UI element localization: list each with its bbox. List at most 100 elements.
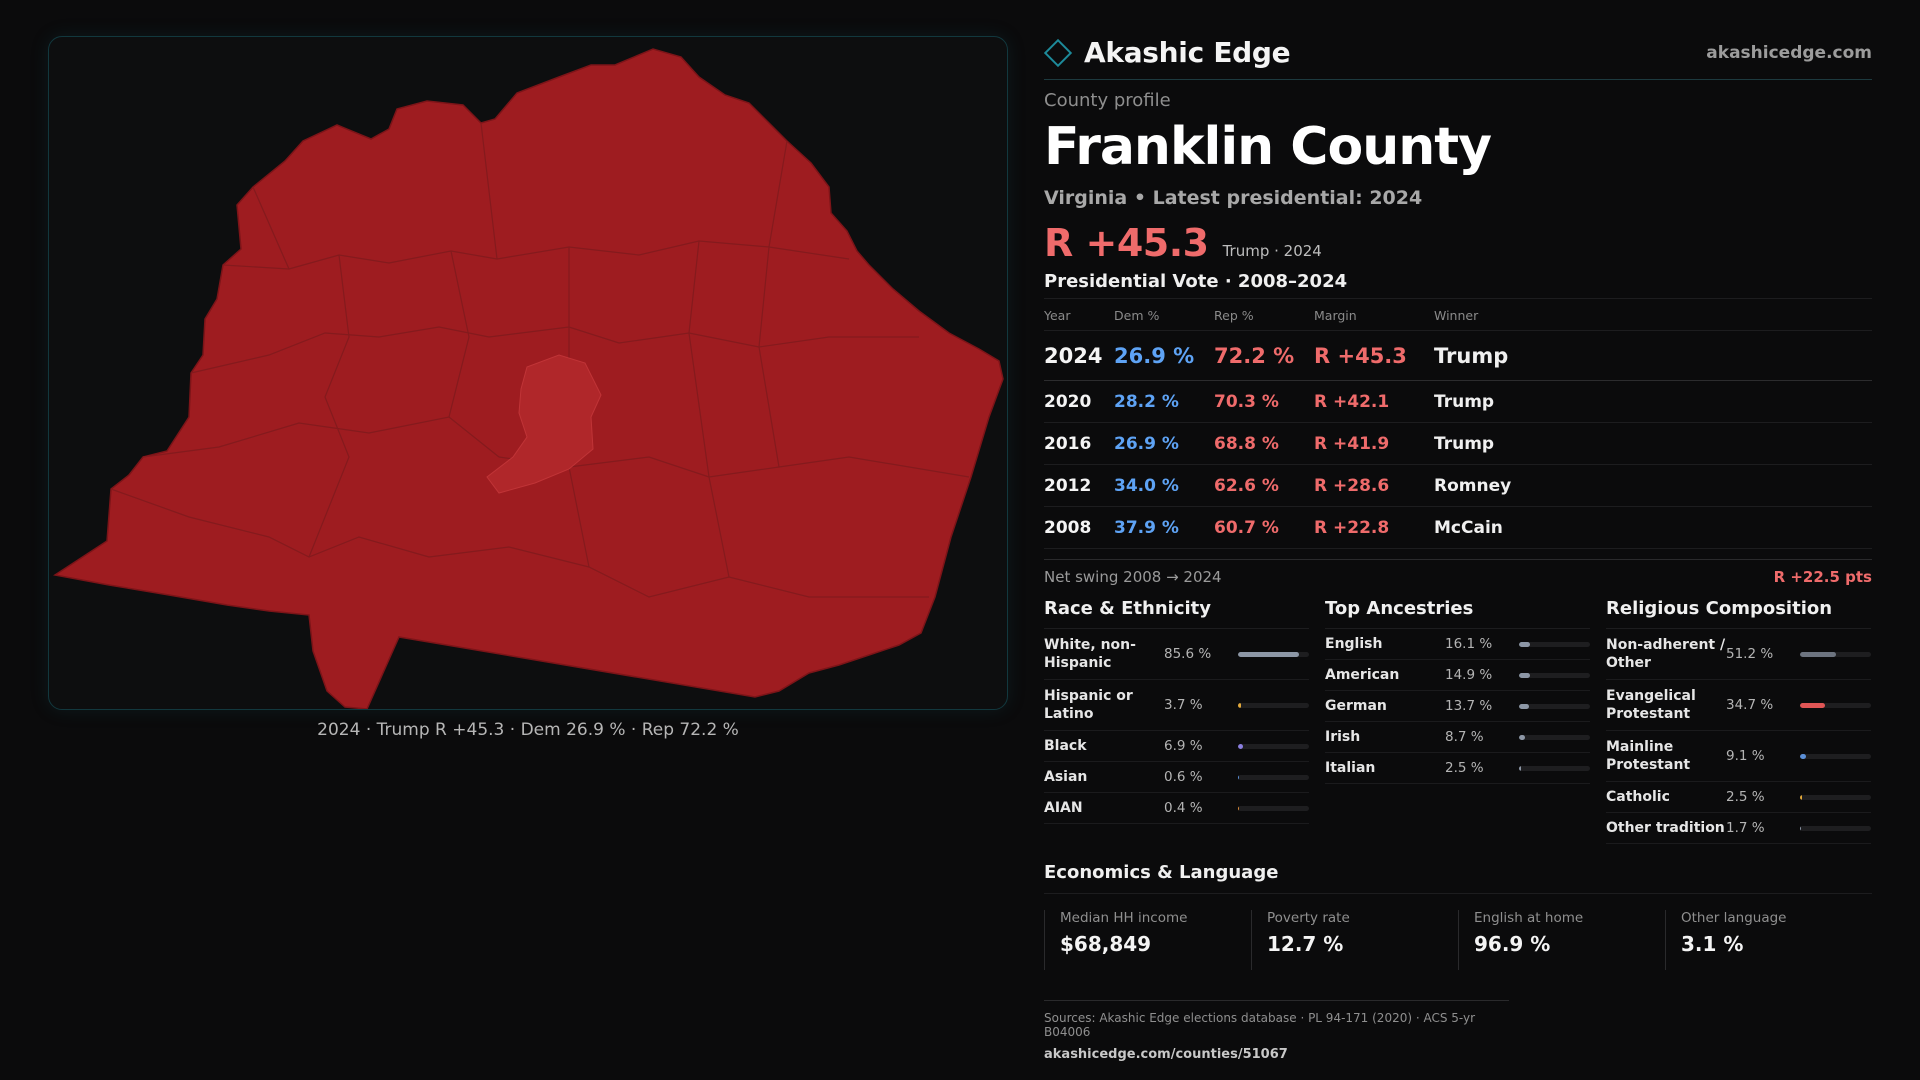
item-label: Black: [1044, 738, 1087, 754]
item-value: 6.9 %: [1164, 738, 1203, 754]
cell-rep: 60.7 %: [1214, 506, 1314, 549]
item-bar: [1800, 825, 1871, 831]
cell-year: 2024: [1044, 330, 1114, 381]
swing-value: R +22.5 pts: [1773, 568, 1872, 586]
list-item: Mainline Protestant 9.1 %: [1606, 731, 1871, 782]
county-map-panel[interactable]: [48, 36, 1008, 710]
cell-winner: Trump: [1434, 422, 1872, 465]
item-value: 0.6 %: [1164, 769, 1203, 785]
cell-year: 2020: [1044, 380, 1114, 423]
economics-grid: Median HH income $68,849 Poverty rate 12…: [1044, 910, 1872, 970]
stat-label: Other language: [1681, 910, 1787, 926]
item-label: Hispanic or Latino: [1044, 688, 1133, 722]
list-item: AIAN 0.4 %: [1044, 793, 1309, 824]
list-item: Black 6.9 %: [1044, 731, 1309, 762]
stat-value: $68,849: [1060, 932, 1152, 956]
stat-card: English at home 96.9 %: [1458, 910, 1665, 970]
table-row: 2012 34.0 % 62.6 % R +28.6 Romney: [1044, 464, 1872, 507]
religion-title: Religious Composition: [1606, 598, 1871, 629]
net-swing: Net swing 2008 → 2024 R +22.5 pts: [1044, 559, 1872, 586]
item-bar: [1800, 794, 1871, 800]
item-value: 85.6 %: [1164, 646, 1212, 662]
cell-dem: 34.0 %: [1114, 464, 1214, 507]
vote-table: Year Dem % Rep % Margin Winner 2024 26.9…: [1044, 298, 1872, 549]
brand[interactable]: Akashic Edge: [1043, 36, 1291, 69]
item-value: 3.7 %: [1164, 697, 1203, 713]
item-bar-fill: [1800, 651, 1837, 657]
item-bar: [1238, 743, 1309, 749]
item-bar: [1519, 703, 1590, 709]
profile-panel: Akashic Edge akashicedge.com County prof…: [1043, 34, 1872, 1062]
item-label: German: [1325, 698, 1387, 714]
item-bar-fill: [1800, 702, 1825, 708]
list-item: Other tradition 1.7 %: [1606, 813, 1871, 844]
item-bar: [1238, 702, 1309, 708]
vote-section-title: Presidential Vote · 2008–2024: [1044, 271, 1348, 292]
cell-margin: R +45.3: [1314, 330, 1434, 381]
item-bar-fill: [1800, 825, 1802, 831]
cell-winner: Trump: [1434, 380, 1872, 423]
ancestry-panel: Top Ancestries English 16.1 % American 1…: [1325, 598, 1590, 844]
cell-margin: R +28.6: [1314, 464, 1434, 507]
economics-title: Economics & Language: [1044, 862, 1872, 894]
cell-dem: 37.9 %: [1114, 506, 1214, 549]
demographics-grid: Race & Ethnicity White, non-Hispanic 85.…: [1044, 598, 1872, 844]
sources-footer: Sources: Akashic Edge elections database…: [1044, 1000, 1509, 1062]
margin-value: R +45.3: [1044, 221, 1209, 265]
stat-value: 12.7 %: [1267, 932, 1344, 956]
item-value: 2.5 %: [1445, 760, 1484, 776]
town-highlight[interactable]: [486, 354, 602, 494]
item-bar-fill: [1238, 702, 1241, 708]
list-item: English 16.1 %: [1325, 629, 1590, 660]
ancestry-title: Top Ancestries: [1325, 598, 1590, 629]
item-value: 13.7 %: [1445, 698, 1493, 714]
table-row: 2020 28.2 % 70.3 % R +42.1 Trump: [1044, 380, 1872, 423]
stat-card: Median HH income $68,849: [1044, 910, 1251, 970]
item-bar-fill: [1519, 734, 1526, 740]
col-year: Year: [1044, 298, 1114, 331]
item-label: Mainline Protestant: [1606, 739, 1691, 773]
item-label: Evangelical Protestant: [1606, 688, 1696, 722]
col-dem: Dem %: [1114, 298, 1214, 331]
item-value: 2.5 %: [1726, 789, 1765, 805]
table-row: 2016 26.9 % 68.8 % R +41.9 Trump: [1044, 422, 1872, 465]
cell-rep: 72.2 %: [1214, 330, 1314, 381]
table-row: 2008 37.9 % 60.7 % R +22.8 McCain: [1044, 506, 1872, 549]
sources-line: Sources: Akashic Edge elections database…: [1044, 1011, 1476, 1039]
item-bar-fill: [1800, 753, 1807, 759]
cell-dem: 26.9 %: [1114, 422, 1214, 465]
list-item: Irish 8.7 %: [1325, 722, 1590, 753]
item-value: 0.4 %: [1164, 800, 1203, 816]
stat-label: Median HH income: [1060, 910, 1188, 926]
cell-year: 2016: [1044, 422, 1114, 465]
source-url-link[interactable]: akashicedge.com/counties/51067: [1044, 1047, 1288, 1062]
brand-header: Akashic Edge akashicedge.com: [1043, 34, 1872, 80]
eyebrow: County profile: [1044, 90, 1171, 111]
item-label: Italian: [1325, 760, 1376, 776]
list-item: Hispanic or Latino 3.7 %: [1044, 680, 1309, 731]
item-bar-fill: [1238, 805, 1239, 811]
item-bar-fill: [1800, 794, 1802, 800]
brand-url-link[interactable]: akashicedge.com: [1706, 42, 1872, 63]
item-label: White, non-Hispanic: [1044, 637, 1136, 671]
headline-margin: R +45.3 Trump · 2024: [1044, 221, 1872, 265]
map-caption: 2024 · Trump R +45.3 · Dem 26.9 % · Rep …: [317, 720, 739, 740]
item-bar-fill: [1519, 765, 1521, 771]
cell-dem: 28.2 %: [1114, 380, 1214, 423]
stat-card: Poverty rate 12.7 %: [1251, 910, 1458, 970]
col-winner: Winner: [1434, 298, 1872, 331]
cell-margin: R +22.8: [1314, 506, 1434, 549]
col-margin: Margin: [1314, 298, 1434, 331]
page-title: Franklin County: [1044, 117, 1492, 177]
cell-rep: 68.8 %: [1214, 422, 1314, 465]
item-bar-fill: [1519, 703, 1529, 709]
cell-year: 2012: [1044, 464, 1114, 507]
item-bar: [1800, 702, 1871, 708]
district-borders: [110, 122, 970, 598]
item-label: Non-adherent / Other: [1606, 637, 1726, 671]
item-bar: [1238, 651, 1309, 657]
race-title: Race & Ethnicity: [1044, 598, 1309, 629]
county-map[interactable]: [49, 37, 1008, 710]
cell-winner: Trump: [1434, 330, 1872, 381]
list-item: Evangelical Protestant 34.7 %: [1606, 680, 1871, 731]
